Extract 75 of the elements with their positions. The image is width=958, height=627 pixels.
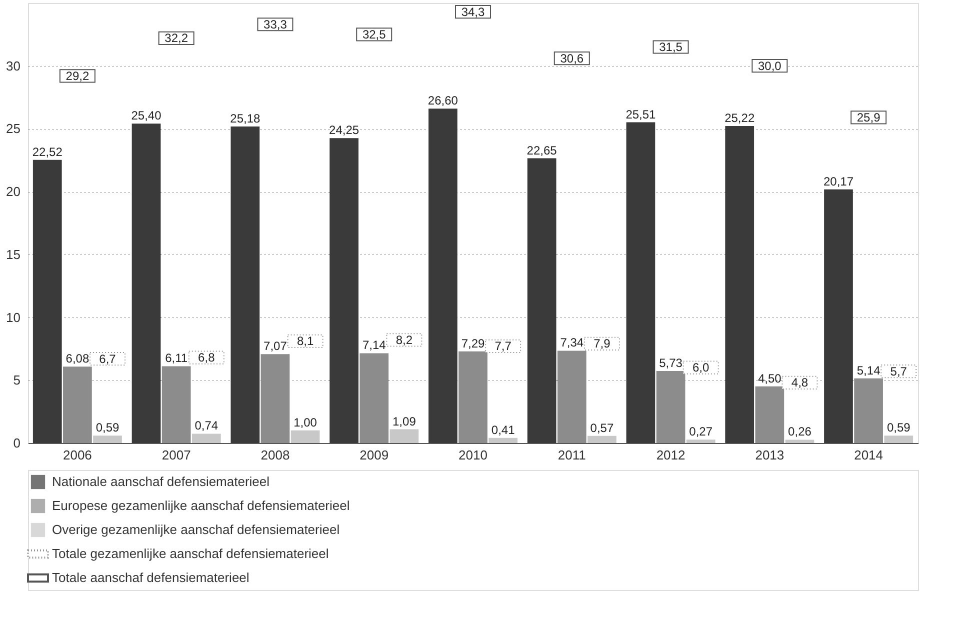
data-label: 4,50 — [758, 371, 782, 386]
bar — [330, 138, 358, 443]
data-label: 26,60 — [428, 94, 458, 108]
data-label: 7,14 — [362, 338, 386, 352]
y-tick-label: 20 — [6, 184, 20, 200]
data-label: 0,27 — [689, 424, 713, 439]
data-label: 0,57 — [590, 420, 614, 435]
legend-label: Totale gezamenlijke aanschaf defensiematerieel — [52, 546, 329, 561]
data-label: 24,25 — [329, 123, 360, 138]
data-label: 25,22 — [724, 110, 755, 125]
bar — [725, 126, 754, 443]
bar — [755, 386, 784, 443]
legend-label: Totale aanschaf defensiematerieel — [52, 570, 250, 585]
data-label: 22,65 — [526, 143, 558, 158]
y-tick-label: 30 — [6, 58, 20, 74]
bar — [63, 366, 92, 443]
bar — [360, 353, 389, 443]
x-tick-label: 2008 — [260, 448, 290, 462]
x-tick-label: 2012 — [656, 448, 686, 462]
y-tick-label: 15 — [6, 246, 20, 262]
x-tick-label: 2007 — [162, 448, 191, 462]
bar — [32, 160, 62, 443]
bar — [626, 122, 656, 443]
bar — [854, 378, 883, 443]
x-tick-label: 2009 — [360, 448, 389, 462]
data-label: 6,08 — [66, 352, 90, 366]
data-label: 5,14 — [856, 363, 881, 378]
data-label: 0,74 — [194, 418, 218, 433]
bar — [230, 126, 260, 443]
bar — [192, 434, 221, 443]
bar — [93, 436, 122, 443]
data-label: 22,52 — [32, 144, 63, 159]
x-tick-label: 2006 — [62, 448, 92, 462]
y-tick-label: 10 — [6, 310, 20, 325]
data-label: 0,59 — [96, 420, 120, 435]
data-label: 1,09 — [392, 414, 416, 428]
bar — [557, 350, 586, 443]
y-tick-label: 25 — [6, 121, 20, 136]
y-tick-label: 0 — [13, 436, 20, 450]
bar — [686, 440, 716, 443]
bar — [290, 430, 320, 443]
data-label: 7,34 — [560, 336, 584, 350]
data-label: 5,73 — [659, 356, 683, 370]
data-label: 1,00 — [294, 415, 318, 430]
x-tick-label: 2014 — [854, 448, 884, 462]
data-label: 0,59 — [886, 420, 911, 435]
bar — [428, 108, 458, 443]
y-tick-label: 5 — [13, 372, 20, 388]
bar — [390, 429, 419, 443]
bar — [488, 438, 518, 443]
legend-label: Nationale aanschaf defensiematerieel — [52, 474, 270, 489]
data-label: 25,40 — [131, 108, 162, 123]
bar — [162, 366, 191, 443]
data-label: 7,29 — [461, 336, 485, 350]
legend-label: Europese gezamenlijke aanschaf defensiematerieel — [52, 498, 350, 513]
data-label: 25,51 — [626, 107, 656, 122]
bar — [785, 440, 814, 443]
data-label: 6,11 — [165, 351, 188, 366]
x-tick-label: 2013 — [755, 448, 784, 462]
data-label: 25,18 — [230, 111, 260, 126]
bar — [260, 354, 290, 443]
x-tick-label: 2011 — [558, 448, 586, 462]
bar — [458, 351, 488, 443]
data-label: 0,41 — [491, 422, 516, 437]
data-label: 7,07 — [264, 339, 288, 354]
bar — [527, 158, 556, 443]
x-tick-label: 2010 — [458, 448, 488, 462]
data-label: 20,17 — [823, 174, 854, 188]
bar — [824, 189, 853, 443]
bar — [588, 436, 616, 443]
bar — [656, 370, 686, 443]
legend-label: Overige gezamenlijke aanschaf defensiematerieel — [52, 522, 340, 537]
bar — [132, 124, 161, 443]
bar — [884, 436, 914, 443]
data-label: 0,26 — [788, 424, 812, 439]
